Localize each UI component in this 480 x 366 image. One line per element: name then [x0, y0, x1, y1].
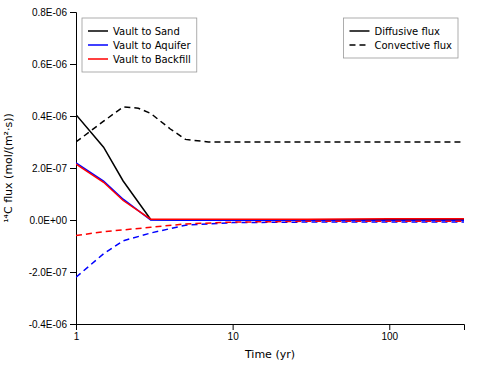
x-axis: 1 10 100 — [74, 324, 465, 342]
x-axis-line — [77, 325, 465, 331]
lines — [76, 107, 464, 277]
series-line — [76, 163, 464, 220]
x-axis-title: Time (yr) — [244, 348, 295, 361]
y-tick-label: 2.0E-07 — [32, 163, 67, 174]
y-tick-mark — [70, 220, 76, 221]
y-tick: -2.0E-07 — [29, 267, 76, 278]
legend-label: Vault to Backfill — [113, 54, 191, 65]
y-tick-mark — [70, 12, 76, 13]
x-tick-mark — [389, 324, 390, 330]
y-axis-line — [70, 13, 77, 325]
y-tick: 0.8E-06 — [32, 7, 76, 18]
y-tick-label: 0.8E-06 — [32, 7, 67, 18]
x-tick-label: 10 — [228, 331, 240, 342]
y-tick: 2.0E-07 — [32, 163, 76, 174]
legend: Diffusive flux Convective flux — [343, 18, 458, 58]
y-tick: -0.4E-06 — [29, 319, 76, 330]
legend-swatch — [349, 44, 369, 46]
legend-swatch — [88, 30, 108, 32]
legend-label: Diffusive flux — [374, 26, 440, 37]
y-tick: 0.0E+00 — [29, 215, 76, 226]
legend: Vault to Sand Vault to Aquifer Vault to Ba… — [82, 18, 197, 72]
x-tick-label: 100 — [381, 331, 398, 342]
y-tick-label: -2.0E-07 — [29, 267, 68, 278]
y-tick-mark — [70, 168, 76, 169]
y-tick-label: 0.0E+00 — [29, 215, 67, 226]
series-line — [76, 107, 464, 142]
x-tick-mark — [233, 324, 234, 330]
plot: 1 10 100 -0.4E-06 -2.0E-07 0.0E+00 2.0E-07 0.4E… — [2, 7, 465, 361]
legend-swatch — [88, 44, 108, 46]
y-tick: 0.6E-06 — [32, 59, 76, 70]
x-tick-label: 1 — [74, 331, 80, 342]
y-tick-mark — [70, 272, 76, 273]
legend-box — [343, 18, 458, 58]
y-tick-mark — [70, 116, 76, 117]
y-tick-label: 0.6E-06 — [32, 59, 67, 70]
series-line — [76, 164, 464, 219]
y-axis-title: ¹⁴C flux (mol/(m²·s)) — [2, 113, 15, 223]
legend-swatch — [349, 30, 369, 32]
legend-swatch — [88, 58, 108, 60]
x-tick: 10 — [228, 324, 240, 342]
y-tick: 0.4E-06 — [32, 111, 76, 122]
y-tick-label: -0.4E-06 — [29, 319, 68, 330]
legend-box — [82, 18, 197, 72]
series-line — [76, 115, 464, 220]
series-line — [76, 222, 464, 277]
y-tick-mark — [70, 64, 76, 65]
x-tick: 100 — [381, 324, 398, 342]
chart: 1 10 100 -0.4E-06 -2.0E-07 0.0E+00 2.0E-07 0.4E… — [0, 0, 480, 366]
legend-label: Convective flux — [374, 40, 452, 51]
y-tick-label: 0.4E-06 — [32, 111, 67, 122]
legend-label: Vault to Sand — [113, 26, 180, 37]
x-tick: 1 — [74, 324, 80, 342]
y-axis: -0.4E-06 -2.0E-07 0.0E+00 2.0E-07 0.4E-06 0.6… — [29, 7, 77, 330]
legend-label: Vault to Aquifer — [113, 40, 191, 51]
series-line — [76, 221, 464, 235]
y-tick-mark — [70, 324, 76, 325]
